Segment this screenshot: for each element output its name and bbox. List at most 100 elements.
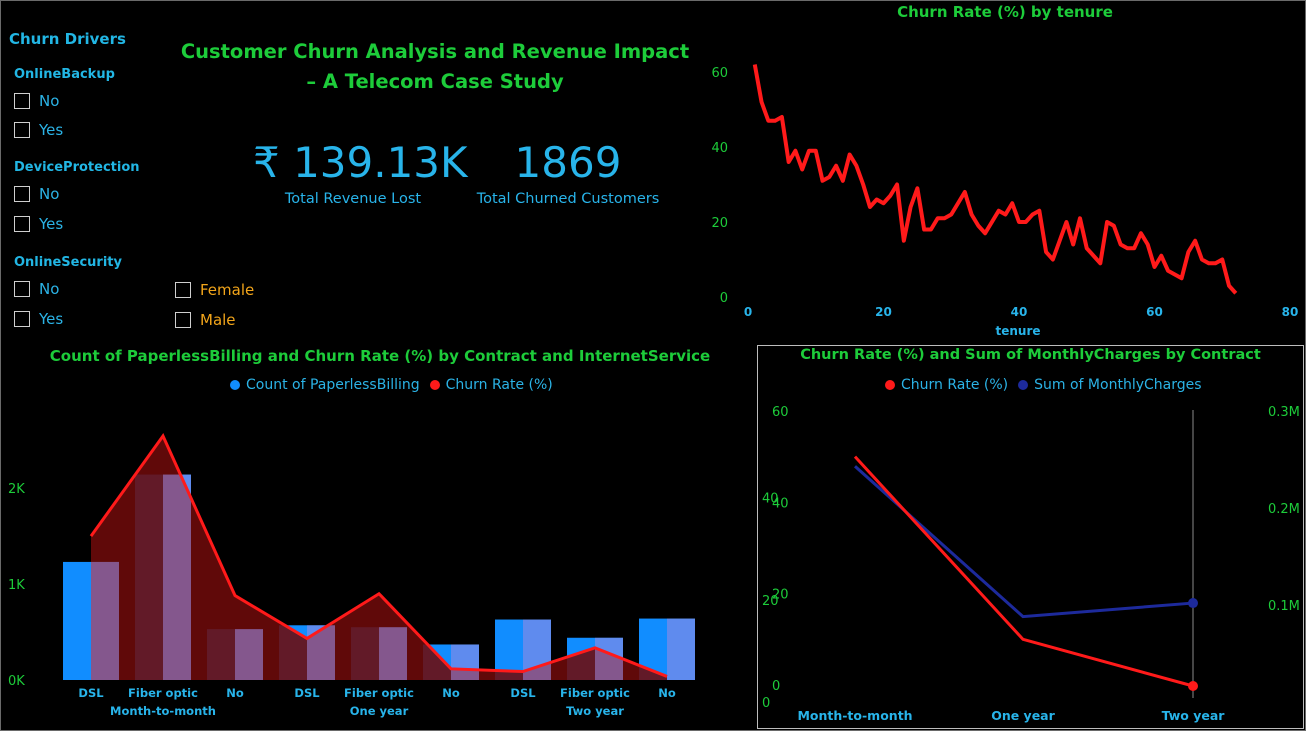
tenure-chart-title: Churn Rate (%) by tenure bbox=[897, 3, 1113, 21]
kpi-revenue-lost: ₹ 139.13K Total Revenue Lost bbox=[253, 138, 468, 207]
legend-dot-churn bbox=[429, 380, 440, 390]
checkbox-box[interactable] bbox=[14, 186, 30, 202]
gender-male-checkbox[interactable]: Male bbox=[175, 311, 236, 329]
kpi-revenue-lost-label: Total Revenue Lost bbox=[284, 191, 422, 207]
kpi-churned-customers-label: Total Churned Customers bbox=[476, 191, 660, 207]
x-category-label: Month-to-month bbox=[797, 708, 912, 723]
paperless-chart-title: Count of PaperlessBilling and Churn Rate… bbox=[49, 347, 711, 365]
legend-label-monthly: Sum of MonthlyCharges bbox=[1034, 377, 1202, 393]
x-group-label: Month-to-month bbox=[110, 704, 216, 718]
x-category-label: No bbox=[442, 686, 460, 700]
legend-label-churn: Churn Rate (%) bbox=[445, 377, 553, 393]
churn-rate-line bbox=[752, 64, 1238, 295]
tenure-churn-line-chart: 0 20 40 60 0 20 40 60 80 tenure bbox=[711, 64, 1299, 338]
y2-tick-label: 0.3M bbox=[1268, 405, 1300, 420]
paperless-combo-chart: 0K 1K 2K DSL Fiber optic No DSL Fiber optic No DS… bbox=[8, 433, 695, 718]
bar-hit-area bbox=[351, 627, 379, 680]
x-category-label: No bbox=[658, 686, 676, 700]
y-tick-label-secondary: 20 bbox=[762, 594, 779, 609]
contract-chart-panel bbox=[757, 345, 1304, 729]
x-category-label: One year bbox=[991, 708, 1055, 723]
bar-hit-area bbox=[423, 644, 451, 680]
y2-tick-label: 0.2M bbox=[1268, 502, 1300, 517]
slicer-panel-header: Churn Drivers bbox=[9, 30, 126, 48]
paperless-count-overlay bbox=[307, 625, 335, 680]
x-category-label: DSL bbox=[510, 686, 536, 700]
legend-label-count: Count of PaperlessBilling bbox=[246, 377, 420, 393]
onlinebackup-yes-checkbox[interactable]: Yes bbox=[14, 121, 63, 139]
y-tick-label: 40 bbox=[772, 496, 789, 511]
y-tick-label: 0 bbox=[772, 679, 780, 694]
onlinebackup-no-checkbox[interactable]: No bbox=[14, 92, 59, 110]
x-tick-label: 0 bbox=[744, 305, 752, 319]
paperless-count-overlay bbox=[235, 629, 263, 680]
kpi-revenue-lost-value: ₹ 139.13K bbox=[253, 138, 468, 187]
churn-rate-line bbox=[853, 455, 1194, 688]
contract-combo-chart: 0 20 40 60 0 20 40 0.1M 0.2M 0.3M Month-to-month On… bbox=[762, 405, 1300, 723]
churn-rate-point bbox=[1188, 681, 1198, 691]
page-title-line2: – A Telecom Case Study bbox=[306, 70, 564, 93]
y2-tick-label: 0.1M bbox=[1268, 599, 1300, 614]
monthly-charges-line bbox=[853, 465, 1194, 619]
x-category-label: DSL bbox=[78, 686, 104, 700]
bar-hit-area bbox=[207, 629, 235, 680]
checkbox-box[interactable] bbox=[14, 93, 30, 109]
y-tick-label: 40 bbox=[711, 141, 728, 156]
slicer-label-onlinesecurity: OnlineSecurity bbox=[14, 255, 122, 270]
page-title: Customer Churn Analysis and Revenue Impa… bbox=[180, 37, 690, 97]
y-tick-label: 2K bbox=[8, 482, 25, 497]
legend-label-churn-rate: Churn Rate (%) bbox=[901, 377, 1009, 393]
y-tick-label: 1K bbox=[8, 578, 25, 593]
legend-dot-churn-rate bbox=[885, 380, 895, 390]
y-tick-label: 60 bbox=[711, 66, 728, 81]
y-tick-label-secondary: 0 bbox=[762, 696, 770, 711]
x-category-label: Fiber optic bbox=[128, 686, 198, 700]
onlinesecurity-yes-checkbox[interactable]: Yes bbox=[14, 310, 63, 328]
monthly-charges-point bbox=[1188, 598, 1198, 609]
bar-hit-area bbox=[567, 638, 595, 680]
paperless-count-overlay bbox=[379, 627, 407, 680]
x-category-label: DSL bbox=[294, 686, 320, 700]
deviceprotection-yes-checkbox[interactable]: Yes bbox=[14, 215, 63, 233]
page-title-line1: Customer Churn Analysis and Revenue Impa… bbox=[180, 40, 690, 63]
x-group-label: Two year bbox=[566, 704, 624, 718]
bar-hit-area bbox=[135, 475, 163, 680]
paperless-count-overlay bbox=[163, 474, 191, 680]
x-category-label: No bbox=[226, 686, 244, 700]
churn-rate-area bbox=[91, 436, 667, 680]
y-tick-label: 0 bbox=[720, 291, 728, 306]
checkbox-box[interactable] bbox=[175, 282, 191, 298]
checkbox-box[interactable] bbox=[14, 311, 30, 327]
paperless-count-overlay bbox=[451, 644, 479, 680]
checkbox-box[interactable] bbox=[14, 122, 30, 138]
x-tick-label: 20 bbox=[875, 305, 892, 319]
paperless-chart-legend: Count of PaperlessBilling Churn Rate (%) bbox=[230, 377, 553, 393]
kpi-churned-customers: 1869 Total Churned Customers bbox=[468, 138, 668, 207]
gender-female-checkbox[interactable]: Female bbox=[175, 281, 254, 299]
y-tick-label-secondary: 40 bbox=[762, 492, 779, 507]
slicer-label-onlinebackup: OnlineBackup bbox=[14, 67, 115, 82]
checkbox-box[interactable] bbox=[14, 281, 30, 297]
x-category-label: Fiber optic bbox=[344, 686, 414, 700]
paperless-count-overlay bbox=[595, 637, 623, 680]
bar-hit-area bbox=[279, 625, 307, 680]
x-category-label: Fiber optic bbox=[560, 686, 630, 700]
contract-chart-legend: Churn Rate (%) Sum of MonthlyCharges bbox=[885, 377, 1202, 393]
deviceprotection-no-checkbox[interactable]: No bbox=[14, 185, 59, 203]
y-tick-label: 60 bbox=[772, 405, 789, 420]
contract-chart-title: Churn Rate (%) and Sum of MonthlyCharges… bbox=[800, 347, 1261, 363]
x-axis-label: tenure bbox=[995, 324, 1040, 338]
y-tick-label: 20 bbox=[711, 216, 728, 231]
paperless-count-overlay bbox=[91, 561, 119, 680]
x-tick-label: 80 bbox=[1282, 305, 1299, 319]
checkbox-box[interactable] bbox=[14, 216, 30, 232]
onlinesecurity-no-checkbox[interactable]: No bbox=[14, 280, 59, 298]
x-tick-label: 40 bbox=[1011, 305, 1028, 319]
bar-hit-area bbox=[63, 562, 91, 680]
x-category-label: Two year bbox=[1162, 708, 1226, 723]
slicer-label-deviceprotection: DeviceProtection bbox=[14, 160, 140, 175]
paperless-count-overlay bbox=[667, 618, 695, 680]
checkbox-box[interactable] bbox=[175, 312, 191, 328]
y-tick-label: 20 bbox=[772, 588, 789, 603]
churn-rate-line bbox=[89, 433, 668, 678]
